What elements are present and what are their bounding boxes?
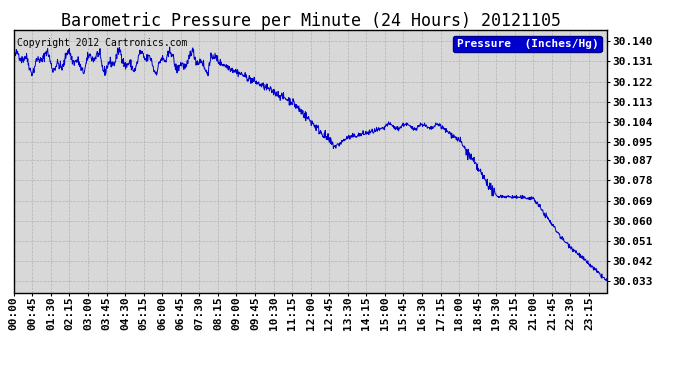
Text: Copyright 2012 Cartronics.com: Copyright 2012 Cartronics.com (17, 38, 187, 48)
Title: Barometric Pressure per Minute (24 Hours) 20121105: Barometric Pressure per Minute (24 Hours… (61, 12, 560, 30)
Legend: Pressure  (Inches/Hg): Pressure (Inches/Hg) (453, 36, 602, 52)
